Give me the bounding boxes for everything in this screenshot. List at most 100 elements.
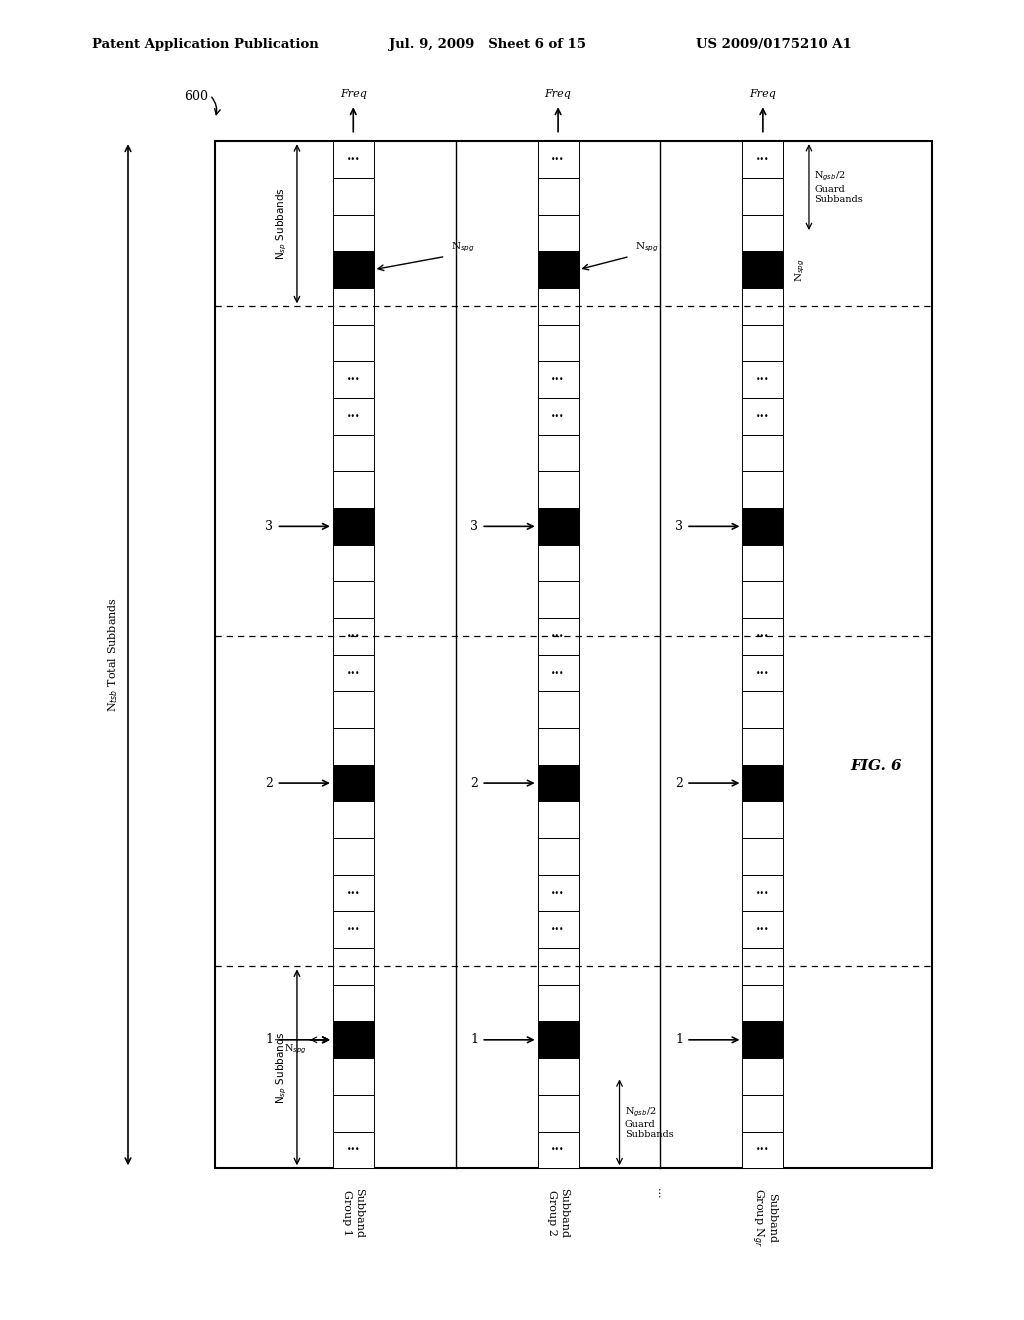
Text: N$_{sp}$ Subbands: N$_{sp}$ Subbands: [274, 1031, 289, 1104]
Bar: [742, 1094, 783, 1131]
Bar: [333, 1022, 374, 1059]
Bar: [333, 948, 374, 985]
Bar: [333, 1059, 374, 1094]
Text: •••: •••: [756, 632, 770, 642]
Bar: [538, 911, 579, 948]
Text: •••: •••: [551, 888, 565, 898]
Text: •••: •••: [551, 668, 565, 677]
Bar: [333, 692, 374, 729]
Text: •••: •••: [346, 375, 360, 384]
Bar: [333, 288, 374, 325]
Bar: [333, 545, 374, 581]
Bar: [333, 251, 374, 288]
Text: N$_{gsb}$/2
Guard
Subbands: N$_{gsb}$/2 Guard Subbands: [625, 1105, 674, 1139]
Text: •••: •••: [346, 632, 360, 642]
Bar: [538, 215, 579, 251]
Bar: [333, 581, 374, 618]
Bar: [538, 1059, 579, 1094]
Bar: [742, 399, 783, 434]
Text: •••: •••: [551, 375, 565, 384]
Bar: [333, 911, 374, 948]
Text: FIG. 6: FIG. 6: [850, 759, 901, 772]
Bar: [742, 141, 783, 178]
Text: •••: •••: [551, 1146, 565, 1155]
Bar: [742, 288, 783, 325]
Bar: [538, 508, 579, 545]
Bar: [742, 508, 783, 545]
Text: •••: •••: [346, 1146, 360, 1155]
Text: Patent Application Publication: Patent Application Publication: [92, 38, 318, 51]
Bar: [742, 471, 783, 508]
Text: N$_{gsb}$/2
Guard
Subbands: N$_{gsb}$/2 Guard Subbands: [814, 170, 863, 205]
Bar: [333, 1131, 374, 1168]
Text: N$_{spg}$: N$_{spg}$: [635, 240, 658, 253]
Bar: [742, 251, 783, 288]
Bar: [742, 764, 783, 801]
Bar: [333, 618, 374, 655]
Bar: [538, 692, 579, 729]
Bar: [538, 251, 579, 288]
Bar: [742, 729, 783, 764]
Bar: [538, 434, 579, 471]
Bar: [538, 948, 579, 985]
Text: N$_{spg}$: N$_{spg}$: [794, 257, 807, 281]
Text: 600: 600: [184, 90, 209, 103]
Bar: [538, 399, 579, 434]
Text: •••: •••: [756, 412, 770, 421]
Bar: [538, 471, 579, 508]
Bar: [742, 215, 783, 251]
Bar: [215, 141, 932, 1168]
Text: •••: •••: [551, 154, 565, 164]
Text: Freq: Freq: [340, 88, 367, 99]
Text: 3: 3: [470, 520, 478, 533]
Bar: [742, 581, 783, 618]
Bar: [742, 362, 783, 399]
Bar: [742, 692, 783, 729]
Text: •••: •••: [551, 412, 565, 421]
Bar: [538, 325, 579, 362]
Text: •••: •••: [756, 888, 770, 898]
Text: •••: •••: [346, 412, 360, 421]
Text: •••: •••: [756, 668, 770, 677]
Text: •••: •••: [756, 154, 770, 164]
Bar: [333, 178, 374, 215]
Bar: [333, 1094, 374, 1131]
Bar: [538, 178, 579, 215]
Text: •••: •••: [346, 668, 360, 677]
Bar: [538, 288, 579, 325]
Bar: [538, 362, 579, 399]
Bar: [742, 911, 783, 948]
Bar: [538, 1022, 579, 1059]
Bar: [538, 838, 579, 875]
Text: 2: 2: [675, 776, 683, 789]
Bar: [538, 801, 579, 838]
Bar: [538, 985, 579, 1022]
Bar: [538, 1131, 579, 1168]
Bar: [742, 325, 783, 362]
Bar: [333, 215, 374, 251]
Bar: [538, 141, 579, 178]
Text: 2: 2: [265, 776, 273, 789]
Bar: [333, 985, 374, 1022]
Bar: [333, 362, 374, 399]
Text: •••: •••: [756, 1146, 770, 1155]
Bar: [742, 178, 783, 215]
Text: Freq: Freq: [545, 88, 571, 99]
Bar: [538, 764, 579, 801]
Bar: [538, 875, 579, 911]
Bar: [538, 655, 579, 692]
Bar: [538, 545, 579, 581]
Bar: [742, 801, 783, 838]
Bar: [333, 838, 374, 875]
Text: Subband
Group N$_{gr}$: Subband Group N$_{gr}$: [749, 1188, 777, 1247]
Bar: [333, 875, 374, 911]
Text: •••: •••: [346, 154, 360, 164]
Bar: [333, 764, 374, 801]
Text: ...: ...: [655, 1188, 666, 1199]
Bar: [333, 141, 374, 178]
Text: Subband
Group 2: Subband Group 2: [547, 1188, 569, 1238]
Text: •••: •••: [346, 888, 360, 898]
Text: N$_{spg}$: N$_{spg}$: [451, 240, 474, 253]
Bar: [333, 471, 374, 508]
Bar: [742, 1059, 783, 1094]
